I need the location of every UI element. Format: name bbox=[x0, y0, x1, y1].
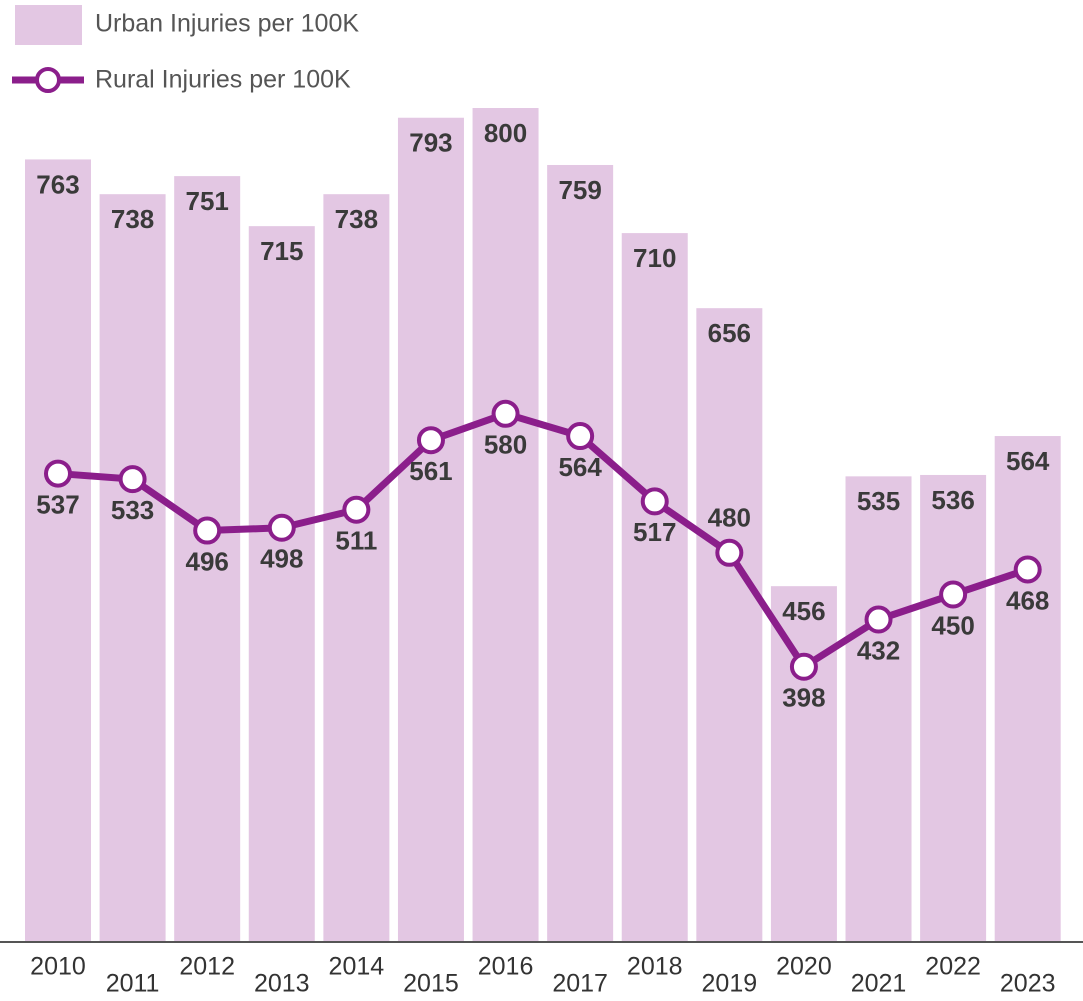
line-value-label: 498 bbox=[260, 544, 303, 574]
bar-value-label: 564 bbox=[1006, 446, 1050, 476]
bar-value-label: 763 bbox=[36, 169, 79, 199]
line-marker bbox=[566, 422, 595, 451]
line-marker bbox=[43, 459, 72, 488]
line-value-label: 511 bbox=[335, 526, 377, 556]
x-tick-label: 2018 bbox=[627, 953, 683, 981]
bar bbox=[994, 436, 1061, 942]
line-value-label: 517 bbox=[633, 517, 676, 547]
line-marker bbox=[939, 580, 968, 609]
line-marker bbox=[118, 465, 147, 494]
line-value-label: 537 bbox=[36, 489, 79, 519]
bar-value-label: 715 bbox=[260, 236, 303, 266]
line-value-label: 468 bbox=[1006, 585, 1049, 615]
line-marker bbox=[715, 538, 744, 567]
x-tick-label: 2022 bbox=[925, 953, 981, 981]
x-tick-label: 2023 bbox=[1000, 970, 1056, 998]
line-value-label: 480 bbox=[708, 503, 751, 533]
bar bbox=[770, 586, 837, 942]
line-marker bbox=[864, 605, 893, 634]
line-value-label: 533 bbox=[111, 495, 154, 525]
legend-label: Urban Injuries per 100K bbox=[95, 10, 359, 38]
x-tick-label: 2021 bbox=[851, 970, 907, 998]
line-value-label: 561 bbox=[409, 456, 452, 486]
bar-value-label: 738 bbox=[111, 204, 154, 234]
bar bbox=[472, 108, 539, 942]
bar bbox=[174, 176, 241, 943]
line-value-label: 496 bbox=[185, 546, 228, 576]
x-tick-label: 2012 bbox=[179, 953, 235, 981]
bar-value-label: 710 bbox=[633, 243, 676, 273]
bar bbox=[99, 194, 166, 942]
legend-marker bbox=[35, 67, 61, 93]
line-marker bbox=[789, 652, 818, 681]
line-marker bbox=[267, 513, 296, 542]
line-marker bbox=[1013, 555, 1042, 584]
bar bbox=[397, 117, 464, 943]
line-value-label: 580 bbox=[484, 430, 527, 460]
x-tick-label: 2020 bbox=[776, 953, 832, 981]
bar bbox=[845, 476, 912, 942]
bar bbox=[323, 194, 390, 942]
x-tick-label: 2017 bbox=[552, 970, 608, 998]
bar-value-label: 536 bbox=[931, 485, 974, 515]
line-value-label: 450 bbox=[931, 610, 974, 640]
line-value-label: 564 bbox=[558, 452, 602, 482]
line-value-label: 432 bbox=[857, 635, 900, 665]
x-tick-label: 2011 bbox=[106, 970, 160, 998]
line-marker bbox=[193, 516, 222, 545]
line-marker bbox=[342, 495, 371, 524]
bar bbox=[547, 164, 614, 943]
line-marker bbox=[416, 426, 445, 455]
legend-swatch-bar bbox=[15, 5, 82, 45]
bar bbox=[248, 226, 315, 942]
x-tick-label: 2019 bbox=[702, 970, 758, 998]
x-tick-label: 2013 bbox=[254, 970, 310, 998]
bar bbox=[696, 308, 763, 942]
line-marker bbox=[640, 487, 669, 516]
line-value-label: 398 bbox=[782, 683, 825, 713]
x-tick-label: 2014 bbox=[329, 953, 385, 981]
legend-label: Rural Injuries per 100K bbox=[95, 66, 351, 94]
bar-value-label: 456 bbox=[782, 596, 825, 626]
bar-value-label: 800 bbox=[484, 118, 527, 148]
bar-value-label: 738 bbox=[335, 204, 378, 234]
bar bbox=[24, 159, 91, 942]
bar-value-label: 793 bbox=[409, 128, 452, 158]
bar-value-label: 656 bbox=[708, 318, 751, 348]
line-marker bbox=[491, 399, 520, 428]
bar-value-label: 759 bbox=[558, 175, 601, 205]
bar bbox=[621, 233, 688, 943]
x-tick-label: 2016 bbox=[478, 953, 534, 981]
bar-value-label: 751 bbox=[185, 186, 228, 216]
x-tick-label: 2010 bbox=[30, 953, 86, 981]
bar bbox=[920, 474, 987, 942]
x-tick-label: 2015 bbox=[403, 970, 459, 998]
bar-value-label: 535 bbox=[857, 486, 900, 516]
